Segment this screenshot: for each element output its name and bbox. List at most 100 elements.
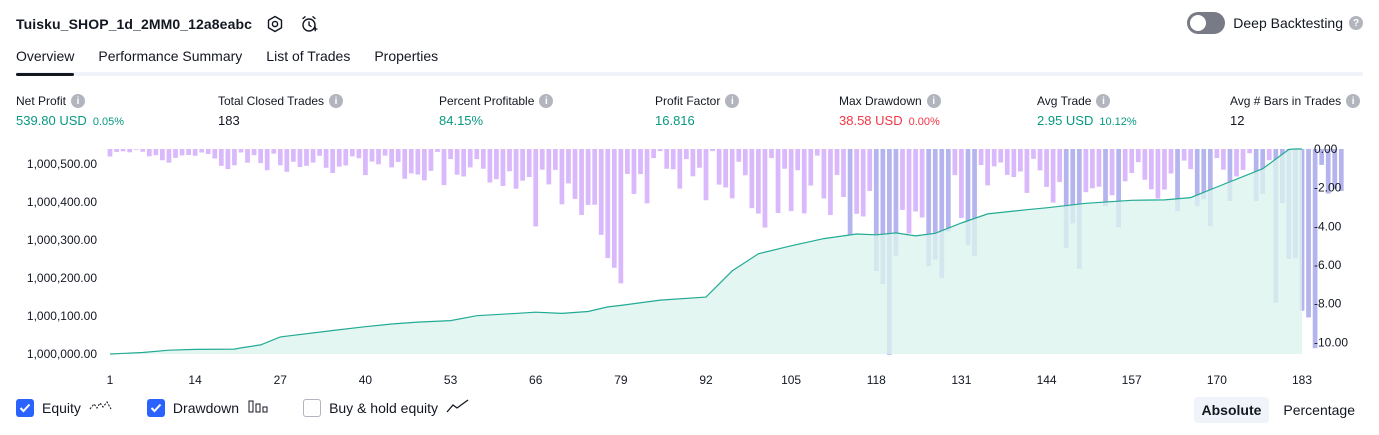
drawdown-bar <box>1221 149 1226 170</box>
metric-net-profit: Net Profit i 539.80 USD 0.05% <box>16 92 124 128</box>
drawdown-bar <box>775 149 781 214</box>
drawdown-bar <box>435 149 440 152</box>
absolute-button[interactable]: Absolute <box>1193 397 1270 423</box>
info-icon[interactable]: i <box>1346 94 1361 108</box>
drawdown-bar <box>160 149 165 161</box>
drawdown-bar <box>1116 149 1121 228</box>
drawdown-bar <box>631 149 637 194</box>
equity-line <box>109 148 1302 355</box>
metric-label: Avg Trade <box>1037 94 1092 108</box>
drawdown-bar <box>114 149 119 152</box>
equity-drawdown-chart[interactable]: 1,000,000.00 1,000,100.00 1,000,200.00 1,00… <box>0 140 1379 390</box>
drawdown-bar <box>860 149 866 217</box>
equity-checkbox[interactable] <box>16 398 34 417</box>
drawdown-bar <box>572 149 578 199</box>
equity-wave-icon <box>89 398 113 417</box>
drawdown-bar <box>900 149 905 210</box>
drawdown-bar <box>926 149 932 267</box>
drawdown-bar <box>1175 149 1180 212</box>
info-icon[interactable]: i <box>1096 94 1111 108</box>
buy-hold-line-icon <box>446 398 470 417</box>
drawdown-bar <box>932 149 938 260</box>
tab-list-of-trades[interactable]: List of Trades <box>266 48 351 64</box>
drawdown-bar <box>297 149 303 167</box>
drawdown-bar <box>120 149 126 152</box>
drawdown-bar <box>1057 149 1063 183</box>
help-icon[interactable]: ? <box>1349 16 1363 30</box>
toggle-knob <box>1190 15 1207 31</box>
drawdown-bar <box>153 149 159 156</box>
drawdown-bar <box>670 149 676 170</box>
drawdown-bar <box>474 149 480 160</box>
drawdown-bar <box>592 149 598 205</box>
drawdown-bar <box>657 149 663 152</box>
drawdown-bar <box>284 149 290 172</box>
drawdown-bar <box>1188 149 1194 170</box>
y-axis-left: 1,000,000.00 1,000,100.00 1,000,200.00 1,00… <box>27 157 97 361</box>
info-icon[interactable]: i <box>539 94 554 108</box>
legend-label: Buy & hold equity <box>329 399 439 416</box>
y-left-tick-label: 1,000,400.00 <box>27 195 97 209</box>
tab-properties[interactable]: Properties <box>374 48 439 64</box>
drawdown-bar <box>814 149 820 156</box>
drawdown-bar <box>467 149 473 168</box>
drawdown-bar <box>1181 149 1187 161</box>
drawdown-bar <box>304 149 309 166</box>
y-left-tick-label: 1,000,200.00 <box>27 271 97 285</box>
drawdown-bar <box>323 149 329 168</box>
drawdown-bar <box>389 149 394 168</box>
drawdown-bar <box>939 149 945 278</box>
drawdown-bar <box>192 149 198 156</box>
metric-percent: 0.00% <box>908 116 940 128</box>
tab-overview[interactable]: Overview <box>16 44 75 76</box>
drawdown-bar <box>349 149 355 157</box>
drawdown-bar <box>638 149 643 175</box>
add-alert-clock-icon[interactable] <box>298 13 320 35</box>
drawdown-bar <box>480 149 486 169</box>
drawdown-bar <box>1109 149 1115 196</box>
legend-equity[interactable]: Equity <box>16 398 113 417</box>
drawdown-bar <box>611 149 617 268</box>
drawdown-bar <box>395 149 401 162</box>
drawdown-bar <box>258 149 263 164</box>
drawdown-bar <box>1227 149 1233 202</box>
drawdown-bar <box>821 149 827 199</box>
drawdown-bar <box>1024 149 1030 193</box>
metric-label: Net Profit <box>16 94 67 108</box>
drawdown-bar <box>1004 149 1010 175</box>
deep-backtesting-toggle[interactable] <box>1187 12 1226 34</box>
info-icon[interactable]: i <box>725 94 740 108</box>
drawdown-checkbox[interactable] <box>146 398 165 417</box>
info-icon[interactable]: i <box>329 94 344 108</box>
drawdown-bar <box>277 149 283 166</box>
drawdown-bar <box>1129 149 1135 173</box>
drawdown-bar <box>683 149 689 160</box>
legend-buy-hold-equity[interactable]: Buy & hold equity <box>303 398 470 417</box>
y-left-tick-label: 1,000,500.00 <box>27 157 97 171</box>
tab-performance-summary[interactable]: Performance Summary <box>98 48 243 64</box>
info-icon[interactable]: i <box>71 94 86 108</box>
drawdown-bar <box>1168 149 1174 174</box>
drawdown-bar <box>539 149 545 170</box>
drawdown-bar <box>232 149 237 166</box>
drawdown-bar <box>507 149 512 172</box>
drawdown-bar <box>310 149 316 163</box>
drawdown-bar <box>245 149 250 163</box>
x-tick-label: 157 <box>1122 373 1142 387</box>
drawdown-bar <box>415 149 421 175</box>
info-icon[interactable]: i <box>926 94 941 108</box>
drawdown-bar <box>526 149 532 178</box>
drawdown-bar <box>972 149 977 257</box>
gear-icon[interactable] <box>264 13 286 35</box>
legend-drawdown[interactable]: Drawdown <box>146 398 269 417</box>
drawdown-bar <box>788 149 794 212</box>
drawdown-bar <box>133 149 139 150</box>
metric-value: 12 <box>1230 113 1245 128</box>
drawdown-bar <box>677 149 683 189</box>
x-tick-label: 53 <box>444 373 458 387</box>
buy-hold-checkbox[interactable] <box>303 398 322 417</box>
drawdown-bar <box>1122 149 1128 182</box>
x-tick-label: 183 <box>1292 373 1312 387</box>
percentage-button[interactable]: Percentage <box>1283 402 1355 418</box>
x-tick-label: 131 <box>951 373 971 387</box>
